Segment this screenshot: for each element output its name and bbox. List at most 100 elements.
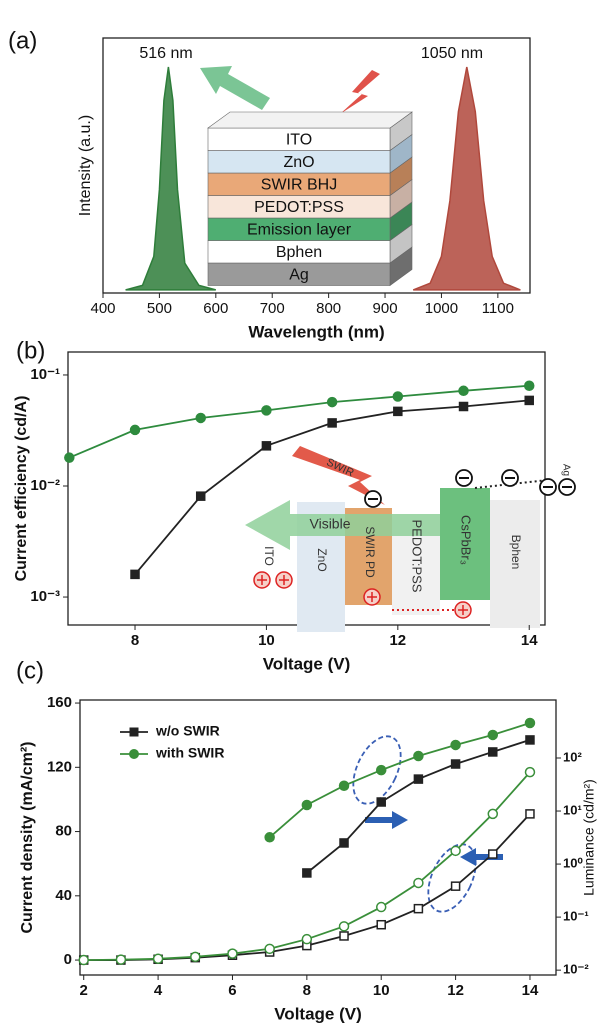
marker [375, 764, 387, 776]
legend-label: w/o SWIR [155, 723, 220, 739]
x-tick-label: 900 [373, 300, 398, 317]
marker [524, 766, 536, 778]
x-tick-label: 14 [522, 982, 539, 999]
marker [376, 797, 386, 807]
layer-top [207, 111, 413, 129]
marker [487, 729, 499, 741]
marker [78, 954, 89, 966]
marker [413, 750, 424, 762]
x-tick-label: 600 [203, 300, 228, 317]
marker [450, 759, 461, 769]
x-tick-label: 6 [228, 982, 236, 999]
axis-arrow-left [460, 848, 503, 866]
marker [264, 943, 275, 955]
marker [261, 441, 272, 451]
x-tick-label: 4 [154, 982, 163, 999]
y-tick-label: 160 [47, 694, 72, 711]
marker [115, 954, 127, 965]
y2-tick-label: 10⁻² [563, 962, 589, 977]
y-tick-label: 40 [55, 887, 72, 904]
swir-bolt [340, 70, 380, 114]
emission-arrow [200, 66, 270, 110]
marker [523, 380, 535, 391]
x-tick-label: 2 [80, 982, 88, 999]
y2-tick-label: 10⁰ [563, 856, 583, 871]
x-tick-label: 1000 [425, 300, 458, 317]
y-tick-label: 10⁻¹ [30, 366, 60, 383]
layer-label: SWIR BHJ [261, 176, 337, 193]
marker [129, 424, 141, 436]
y2-tick-label: 10⁻¹ [563, 909, 589, 924]
marker [301, 799, 313, 811]
marker [413, 774, 424, 784]
legend-marker [129, 727, 139, 737]
marker [413, 903, 424, 914]
marker [302, 868, 312, 878]
marker [195, 412, 206, 424]
peak-label: 1050 nm [421, 45, 483, 62]
x-tick-label: 12 [447, 982, 464, 999]
inset-label: CsPbBr₃ [459, 515, 474, 565]
legend-marker [129, 749, 139, 759]
x-tick-label: 8 [131, 632, 139, 649]
marker [338, 780, 350, 791]
marker [195, 491, 206, 501]
panel-label: (b) [16, 337, 45, 364]
marker [450, 845, 461, 857]
hole-plus [257, 575, 267, 585]
x-tick-label: 1100 [482, 300, 514, 317]
x-tick-label: 700 [260, 300, 285, 317]
marker [327, 418, 337, 428]
marker [392, 391, 404, 402]
y-axis-label: Current density (mA/cm²) [19, 741, 36, 933]
layer-label: Emission layer [247, 221, 352, 238]
inset-label: ZnO [315, 548, 329, 571]
bphen-block [490, 500, 540, 628]
x-tick-label: 10 [373, 982, 390, 999]
x-axis-label: Wavelength (nm) [248, 322, 384, 341]
panel-label: (a) [8, 27, 37, 54]
hole-plus [279, 575, 289, 585]
marker [393, 406, 403, 417]
x-tick-label: 8 [303, 982, 311, 999]
marker [190, 951, 201, 963]
layer-label: Bphen [276, 244, 322, 261]
y2-axis-label: Luminance (cd/m²) [581, 779, 597, 896]
inset-label: Ag [560, 464, 571, 476]
marker [227, 948, 238, 959]
spectrum-area [412, 66, 521, 291]
marker [64, 452, 75, 463]
marker [524, 717, 536, 729]
marker [525, 735, 535, 745]
marker [301, 933, 313, 945]
inset-label: Bphen [509, 535, 523, 570]
x-tick-label: 10 [258, 632, 275, 649]
cspbbr3-block [440, 488, 490, 600]
x-tick-label: 400 [90, 300, 115, 317]
hole-plus [458, 605, 468, 615]
marker [458, 401, 469, 412]
layer-label: ITO [286, 131, 312, 148]
plot-frame [79, 699, 557, 976]
layer-label: PEDOT:PSS [254, 199, 344, 216]
x-tick-label: 800 [316, 300, 341, 317]
marker [450, 739, 461, 751]
marker [487, 808, 499, 820]
marker [525, 809, 535, 819]
marker [458, 385, 469, 397]
y-axis-label: Intensity (a.u.) [77, 115, 94, 216]
x-axis-label: Voltage (V) [274, 1004, 362, 1023]
inset-label: Visible [310, 516, 351, 532]
marker [339, 838, 349, 848]
x-tick-label: 14 [521, 632, 538, 649]
axis-arrow-right [365, 811, 408, 829]
marker [375, 901, 387, 913]
inset-label: PEDOT:PSS [410, 520, 425, 593]
swir-bolt [292, 446, 385, 505]
inset-label: SWIR [324, 456, 355, 479]
x-tick-label: 12 [389, 632, 406, 649]
visible-arrow [245, 500, 440, 550]
marker [488, 849, 498, 859]
hole-plus [367, 592, 377, 602]
